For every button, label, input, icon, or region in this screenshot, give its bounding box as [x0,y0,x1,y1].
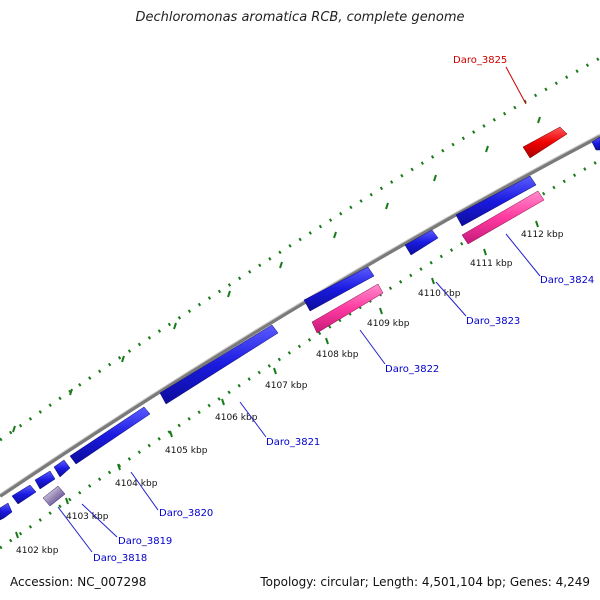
gene-arrow[interactable] [42,485,66,507]
kbp-label: 4104 kbp [115,479,158,489]
gene-arrow[interactable] [455,175,537,227]
gene-label[interactable]: Daro_3820 [159,508,213,519]
gene-leader-line-highlighted [505,66,527,105]
forward-genes [0,136,600,521]
gene-arrow[interactable] [11,484,37,505]
upper-dotted-track [0,56,600,442]
gene-leader-lines [57,233,541,553]
genome-backbone-highlight [0,133,600,495]
gene-label[interactable]: Daro_3823 [466,316,520,327]
gene-labels: Daro_3818 Daro_3819 Daro_3820 Daro_3821 … [93,55,594,564]
genome-backbone [0,134,600,498]
kbp-labels: 4102 kbp 4103 kbp 4104 kbp 4105 kbp 4106… [16,230,564,556]
gene-arrow[interactable] [404,229,439,256]
kbp-label: 4112 kbp [521,230,564,240]
gene-arrow[interactable] [159,324,279,405]
lower-major-ticks [15,220,539,539]
genome-title: Dechloromonas aromatica RCB, complete ge… [135,10,465,25]
gene-arrow[interactable] [0,502,13,521]
lower-dotted-track [0,158,600,550]
upper-major-ticks [12,116,541,433]
gene-arrow[interactable] [461,190,545,245]
gene-arrow[interactable] [53,459,71,478]
reverse-genes [311,190,545,334]
kbp-label: 4109 kbp [367,319,410,329]
gene-arrow[interactable] [591,136,600,151]
gene-arrow-highlighted[interactable] [522,126,568,159]
kbp-label: 4103 kbp [66,512,109,522]
kbp-label: 4108 kbp [316,350,359,360]
gene-arrow[interactable] [311,283,384,334]
kbp-label: 4106 kbp [215,413,258,423]
accession-text: Accession: NC_007298 [10,575,147,589]
kbp-label: 4111 kbp [470,259,513,269]
kbp-label: 4107 kbp [265,381,308,391]
genome-summary-text: Topology: circular; Length: 4,501,104 bp… [260,575,590,589]
gene-label[interactable]: Daro_3824 [540,275,594,286]
gene-label-highlighted[interactable]: Daro_3825 [453,55,507,66]
gene-label[interactable]: Daro_3821 [266,437,320,448]
gene-label[interactable]: Daro_3822 [385,364,439,375]
gene-label[interactable]: Daro_3818 [93,553,147,564]
gene-arrow[interactable] [69,406,151,465]
gene-arrow[interactable] [303,266,375,312]
kbp-label: 4102 kbp [16,546,59,556]
kbp-label: 4105 kbp [165,446,208,456]
gene-arrow[interactable] [34,470,56,490]
kbp-label: 4110 kbp [418,289,461,299]
gene-label[interactable]: Daro_3819 [118,536,172,547]
